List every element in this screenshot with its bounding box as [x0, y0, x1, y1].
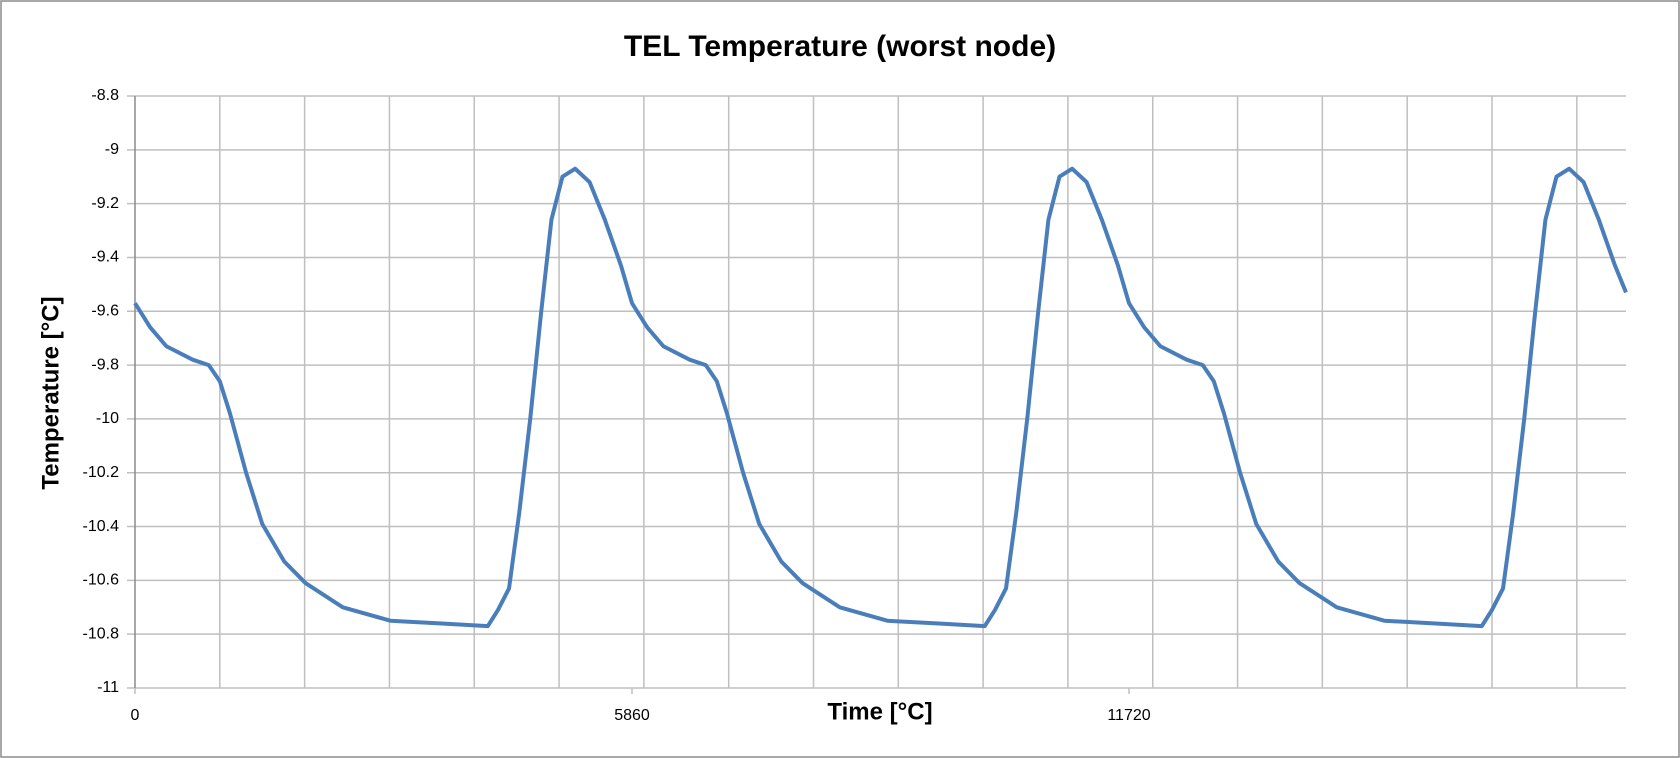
y-tick-label: -10.6	[83, 572, 120, 589]
y-axis-title: Temperature [°C]	[37, 296, 64, 489]
x-axis-title: Time [°C]	[827, 698, 932, 725]
x-tick-label: 0	[131, 707, 140, 724]
y-tick-label: -10.4	[83, 518, 120, 535]
data-line	[133, 166, 1628, 629]
y-tick-label: -9.6	[91, 302, 119, 319]
y-tick-label: -9.4	[91, 249, 119, 266]
x-tick-label: 11720	[1107, 707, 1150, 724]
y-tick-label: -10	[96, 410, 119, 427]
y-tick-label: -9.8	[91, 356, 119, 373]
chart-title: TEL Temperature (worst node)	[624, 30, 1056, 63]
y-tick-label: -11	[97, 679, 119, 696]
y-tick-label: -9.2	[91, 195, 119, 212]
x-tick-label: 5860	[614, 707, 650, 724]
y-tick-label: -10.8	[83, 625, 120, 642]
y-tick-label: -10.2	[83, 464, 120, 481]
y-tick-label: -9	[105, 141, 119, 158]
y-tick-label: -8.8	[91, 87, 119, 104]
